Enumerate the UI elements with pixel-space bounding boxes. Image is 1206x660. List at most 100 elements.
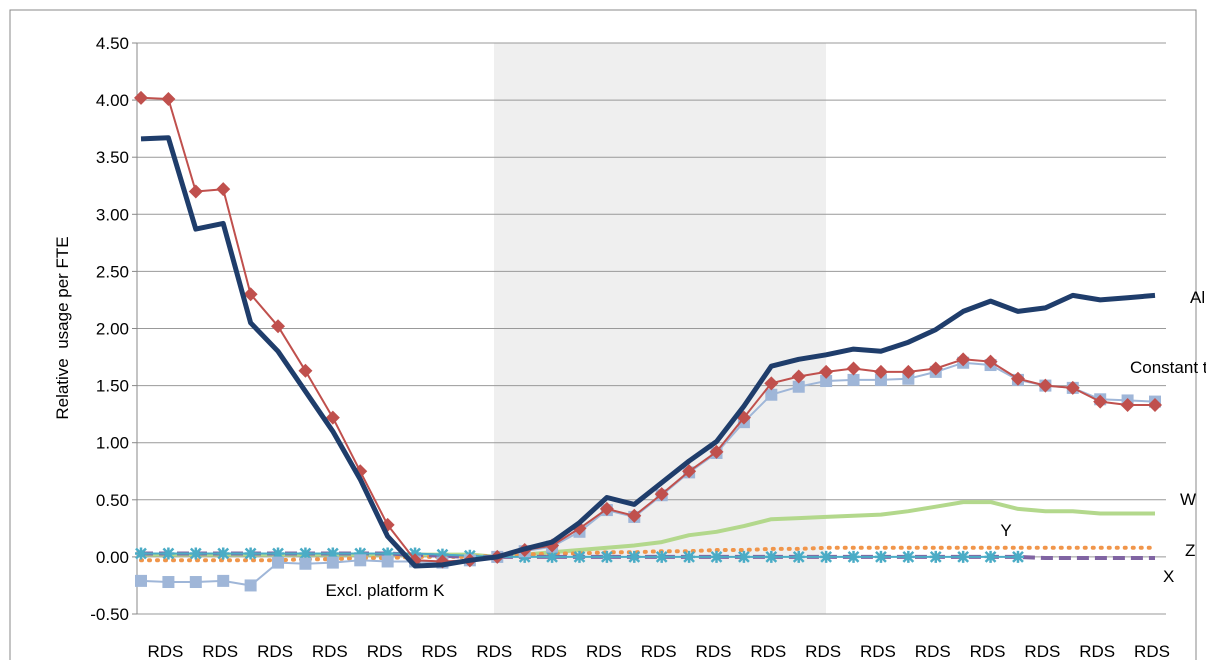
x-tick-label: RDS [970, 642, 1006, 660]
point [546, 550, 559, 563]
point [1148, 398, 1162, 413]
point [710, 550, 723, 563]
y-tick-label: 2.00 [96, 320, 129, 339]
point [162, 547, 175, 560]
point [792, 380, 805, 393]
y-axis-label: Relative usage per FTE [53, 236, 72, 419]
x-tick-label: RDS [202, 642, 238, 660]
point [929, 550, 942, 563]
x-tick-label: RDS [696, 642, 732, 660]
point [847, 373, 860, 386]
y-tick-label: 3.00 [96, 205, 129, 224]
x-tick-label: RDS [1134, 642, 1170, 660]
point [627, 508, 642, 523]
point [956, 352, 971, 367]
y-tick-label: -0.50 [90, 605, 129, 624]
point [189, 576, 202, 589]
point [791, 369, 806, 384]
point [764, 376, 779, 391]
point [765, 388, 778, 401]
series-label: Excl. platform K [325, 581, 445, 600]
x-tick-label: RDS [586, 642, 622, 660]
point [957, 550, 970, 563]
x-tick-label: RDS [641, 642, 677, 660]
point [1011, 550, 1024, 563]
point [874, 550, 887, 563]
point [709, 444, 724, 459]
point [217, 547, 230, 560]
point [189, 547, 202, 560]
x-tick-label: RDS [476, 642, 512, 660]
point [354, 547, 367, 560]
y-tick-label: 3.50 [96, 148, 129, 167]
point [325, 410, 340, 425]
point [792, 550, 805, 563]
x-tick-label: RDS [915, 642, 951, 660]
series-line [140, 135, 1156, 569]
y-tick-label: 4.00 [96, 91, 129, 110]
point [217, 574, 230, 587]
point [902, 550, 915, 563]
x-tick-label: RDS [367, 642, 403, 660]
x-tick-label: RDS [860, 642, 896, 660]
point [216, 182, 231, 197]
point [272, 547, 285, 560]
x-tick-label: RDS [1024, 642, 1060, 660]
point [820, 375, 833, 388]
point [162, 576, 175, 589]
series-label: Z [1185, 541, 1195, 560]
point [847, 550, 860, 563]
point [326, 556, 339, 569]
point [628, 550, 641, 563]
point [299, 547, 312, 560]
point [983, 354, 998, 369]
y-tick-label: 1.00 [96, 434, 129, 453]
point [683, 550, 696, 563]
point [901, 364, 916, 379]
point [600, 550, 613, 563]
point [846, 361, 861, 376]
x-tick-label: RDS [1079, 642, 1115, 660]
point [1120, 398, 1135, 413]
point [243, 287, 258, 302]
point [820, 550, 833, 563]
point [188, 184, 203, 199]
y-tick-label: 0.00 [96, 548, 129, 567]
point [1065, 380, 1080, 395]
point [381, 547, 394, 560]
point [682, 464, 697, 479]
x-tick-label: RDS [147, 642, 183, 660]
point [135, 574, 147, 587]
point [874, 373, 887, 386]
series-label: X [1163, 567, 1174, 586]
series-label: W [1180, 490, 1196, 509]
point [1093, 394, 1108, 409]
point [765, 550, 778, 563]
point [873, 364, 888, 379]
point [984, 550, 997, 563]
x-tick-label: RDS [312, 642, 348, 660]
x-tick-label: RDS [750, 642, 786, 660]
point [244, 579, 257, 592]
y-tick-label: 2.50 [96, 262, 129, 281]
point [326, 547, 339, 560]
series-label: Constant titles [1130, 358, 1206, 377]
series-label: Y [1000, 521, 1011, 540]
point [354, 554, 367, 567]
point [819, 364, 834, 379]
point [1038, 378, 1053, 393]
point [655, 550, 668, 563]
x-tick-label: RDS [422, 642, 458, 660]
x-tick-label: RDS [257, 642, 293, 660]
point [161, 91, 176, 106]
point [271, 319, 286, 334]
x-tick-label: RDS [805, 642, 841, 660]
point [654, 487, 669, 502]
point [298, 363, 313, 378]
point [272, 556, 285, 569]
point [135, 547, 147, 560]
point [573, 550, 586, 563]
y-tick-label: 0.50 [96, 491, 129, 510]
point [244, 547, 257, 560]
y-tick-label: 1.50 [96, 377, 129, 396]
